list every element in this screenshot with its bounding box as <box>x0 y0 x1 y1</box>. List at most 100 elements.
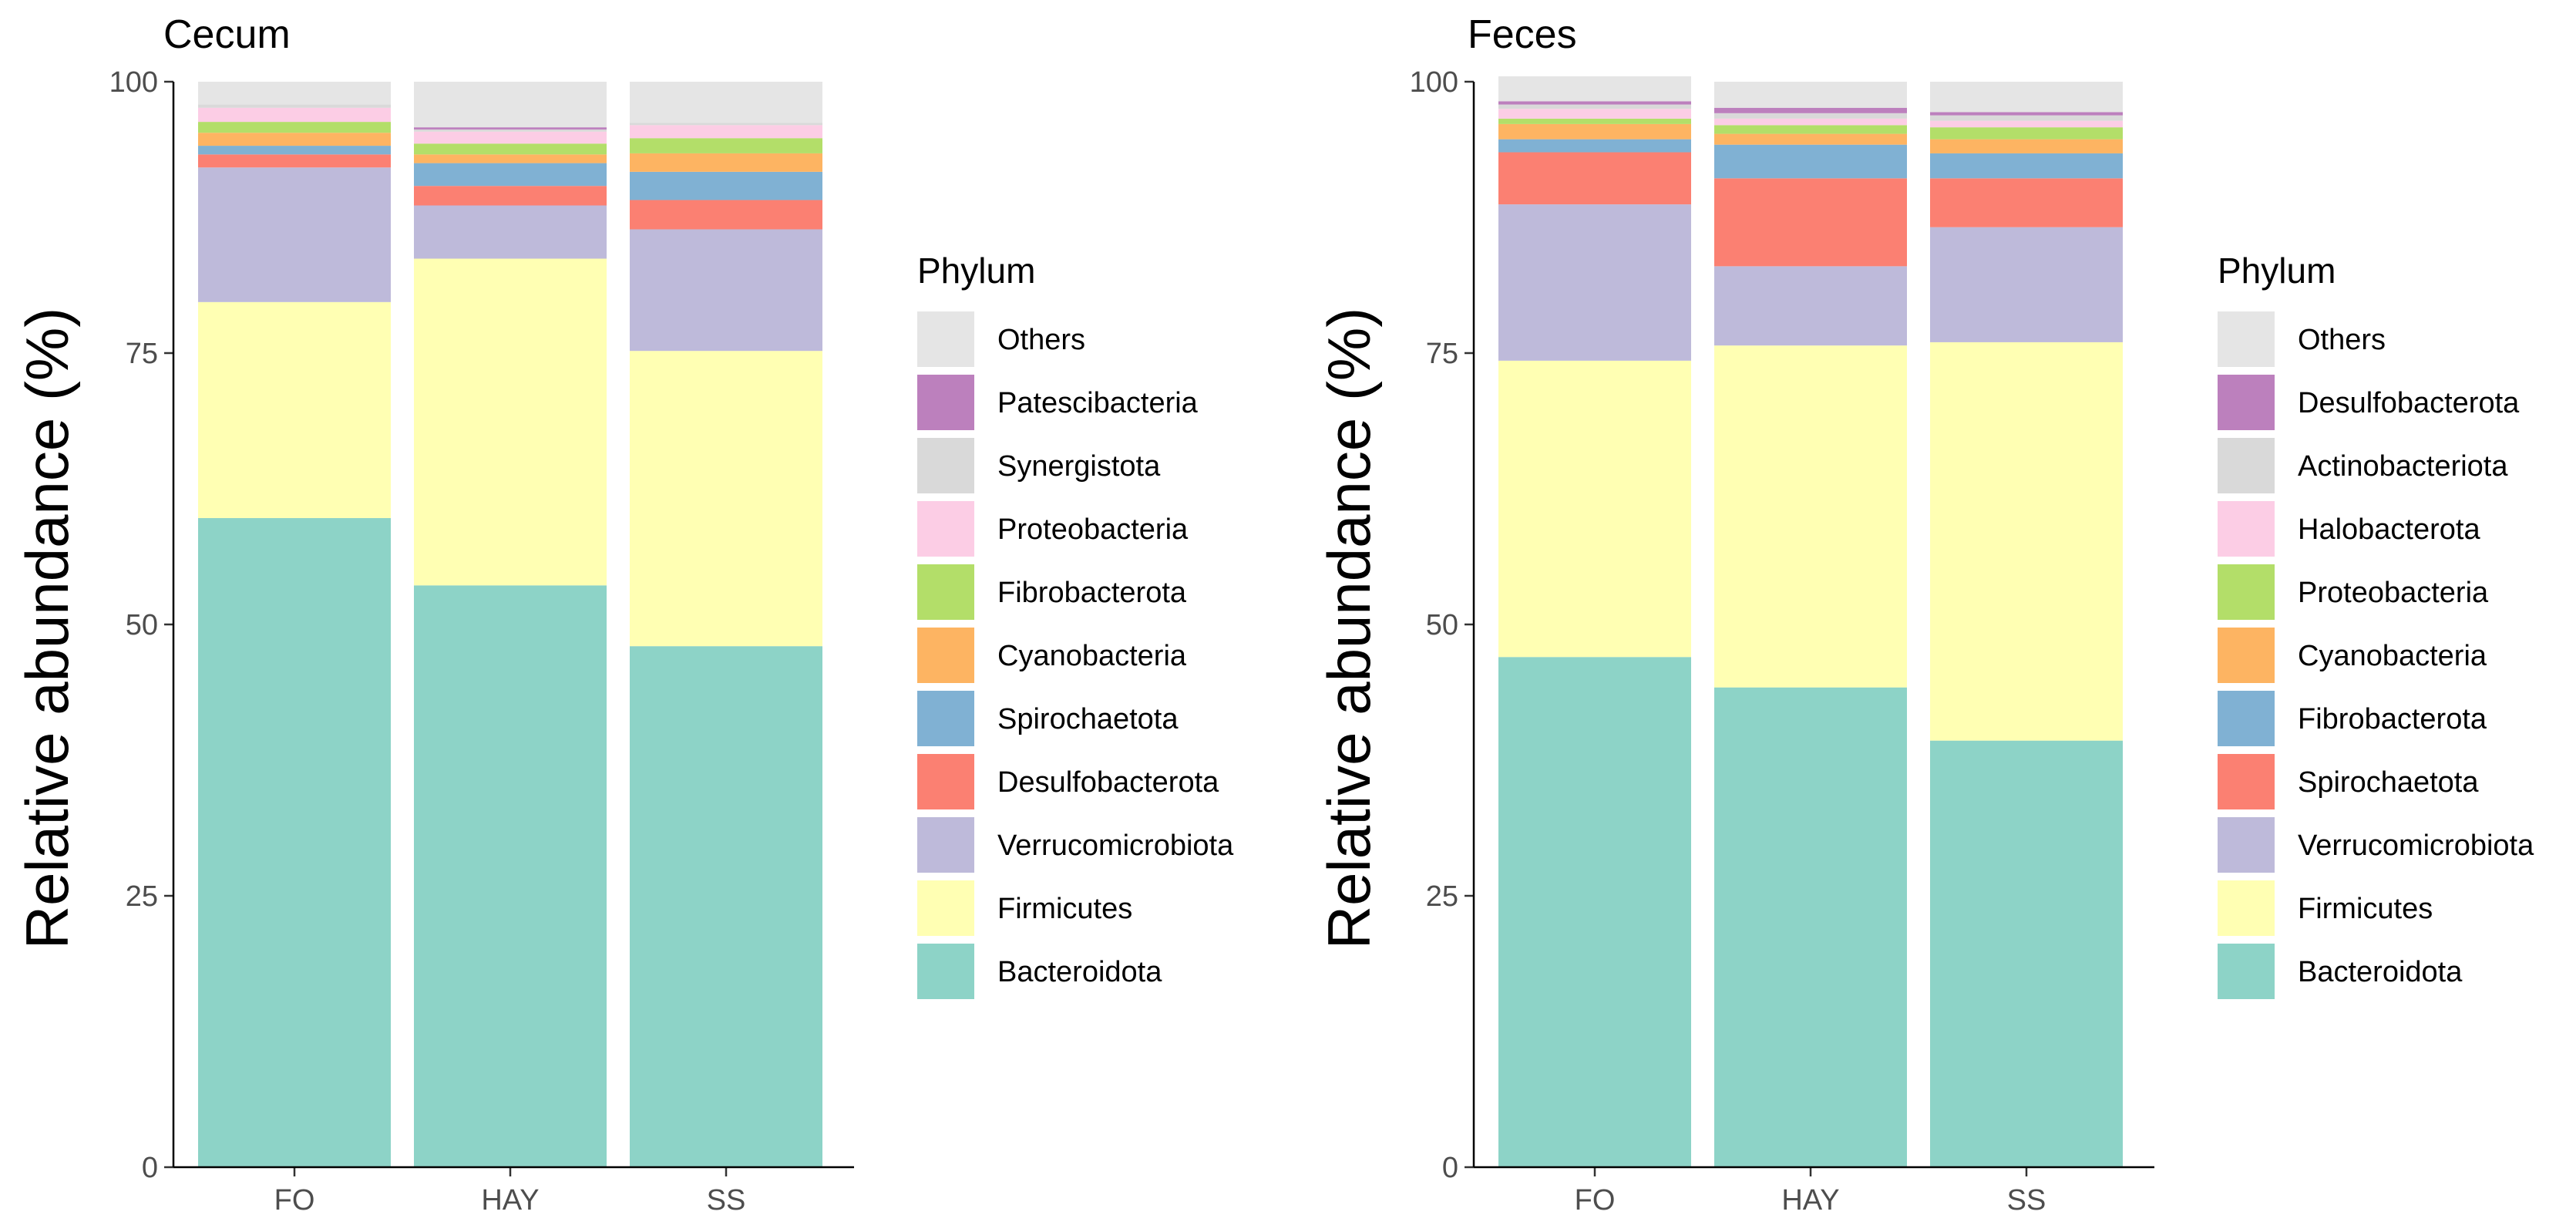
bar-segment-ss-actinobacteriota <box>1930 115 2123 121</box>
bar-segment-ss-verrucomicrobiota <box>1930 227 2123 342</box>
bar-segment-ss-firmicutes <box>1930 342 2123 741</box>
bar-segment-fo-cyanobacteria <box>1498 123 1691 140</box>
legend: Phylum Others Desulfobacterota Actinobacte… <box>2218 251 2534 999</box>
legend-label-patescibacteria: Patescibacteria <box>997 387 1199 419</box>
bar-segment-fo-halobacterota <box>1498 109 1691 119</box>
legend-swatch-desulfobacterota <box>2218 375 2275 430</box>
bar-segment-hay-fibrobacterota <box>1714 144 1907 179</box>
y-tick-label: 100 <box>109 66 158 99</box>
bar-segment-fo-bacteroidota <box>198 518 391 1167</box>
bar-segment-ss-desulfobacterota <box>1930 112 2123 116</box>
legend-swatch-verrucomicrobiota <box>2218 817 2275 873</box>
bar-segment-fo-bacteroidota <box>1498 657 1691 1167</box>
legend-title: Phylum <box>2218 251 2336 291</box>
bar-segment-hay-actinobacteriota <box>1714 113 1907 119</box>
legend-label-synergistota: Synergistota <box>997 450 1161 483</box>
x-tick-label-ss: SS <box>707 1184 746 1217</box>
legend-swatch-others <box>917 311 974 367</box>
bar-segment-fo-proteobacteria <box>198 107 391 123</box>
legend-label-proteobacteria: Proteobacteria <box>997 513 1189 546</box>
y-tick-label: 50 <box>126 609 158 641</box>
legend-label-desulfobacterota: Desulfobacterota <box>2298 387 2520 419</box>
legend-swatch-bacteroidota <box>917 944 974 999</box>
bar-segment-fo-actinobacteriota <box>1498 104 1691 109</box>
bar-segment-ss-cyanobacteria <box>630 153 822 172</box>
bar-segment-fo-proteobacteria <box>1498 118 1691 124</box>
legend-label-proteobacteria: Proteobacteria <box>2298 577 2489 609</box>
y-tick-label: 25 <box>1426 880 1458 913</box>
x-tick-label-ss: SS <box>2007 1184 2046 1217</box>
legend-label-verrucomicrobiota: Verrucomicrobiota <box>997 830 1234 862</box>
bar-segment-hay-fibrobacterota <box>414 143 607 155</box>
legend-swatch-cyanobacteria <box>917 628 974 683</box>
y-tick-label: 75 <box>1426 338 1458 370</box>
bar-segment-hay-patescibacteria <box>414 127 607 130</box>
bars-layer <box>198 82 822 1167</box>
y-tick-label: 0 <box>142 1152 158 1184</box>
legend-title: Phylum <box>917 251 1035 291</box>
bar-segment-hay-verrucomicrobiota <box>1714 266 1907 346</box>
legend-label-others: Others <box>2298 324 2386 356</box>
legend-label-others: Others <box>997 324 1085 356</box>
bar-segment-fo-cyanobacteria <box>198 133 391 146</box>
bar-segment-ss-proteobacteria <box>1930 127 2123 140</box>
y-tick-label: 25 <box>126 880 158 913</box>
bars-layer <box>1498 76 2123 1167</box>
legend-label-actinobacteriota: Actinobacteriota <box>2298 450 2508 483</box>
bar-segment-hay-others <box>1714 82 1907 108</box>
legend-swatch-firmicutes <box>917 880 974 936</box>
bar-segment-hay-desulfobacterota <box>1714 107 1907 113</box>
panel-title: Cecum <box>163 12 291 57</box>
cecum-panel: Cecum Relative abundance (%) 0255075100 … <box>13 12 1234 1217</box>
feces-panel: Feces Relative abundance (%) 0255075100 … <box>1315 12 2534 1217</box>
legend-swatch-proteobacteria <box>917 501 974 557</box>
legend-swatch-synergistota <box>917 438 974 493</box>
bar-segment-fo-desulfobacterota <box>198 154 391 168</box>
y-tick-label: 0 <box>1442 1152 1458 1184</box>
bar-segment-hay-proteobacteria <box>414 131 607 144</box>
bar-segment-hay-cyanobacteria <box>1714 133 1907 145</box>
legend-swatch-fibrobacterota <box>2218 691 2275 746</box>
y-axis-ticks: 0 25 50 75 100 <box>109 66 173 1184</box>
bar-segment-hay-others <box>414 82 607 128</box>
bar-segment-ss-fibrobacterota <box>630 138 822 153</box>
bar-segment-ss-halobacterota <box>1930 120 2123 128</box>
legend-label-fibrobacterota: Fibrobacterota <box>2298 703 2487 735</box>
legend: Phylum Others Patescibacteria Synergistota… <box>917 251 1234 999</box>
bar-segment-fo-fibrobacterota <box>1498 139 1691 153</box>
bar-segment-ss-cyanobacteria <box>1930 139 2123 153</box>
legend-swatch-patescibacteria <box>917 375 974 430</box>
bar-segment-hay-bacteroidota <box>414 585 607 1167</box>
x-tick-label-fo: FO <box>274 1184 315 1217</box>
legend-label-cyanobacteria: Cyanobacteria <box>997 640 1187 672</box>
legend-label-verrucomicrobiota: Verrucomicrobiota <box>2298 830 2534 862</box>
legend-swatch-spirochaetota <box>917 691 974 746</box>
legend-label-halobacterota: Halobacterota <box>2298 513 2480 546</box>
bar-segment-fo-firmicutes <box>1498 360 1691 658</box>
bar-segment-hay-firmicutes <box>1714 345 1907 688</box>
bar-segment-ss-synergistota <box>630 123 822 126</box>
bar-segment-fo-others <box>1498 76 1691 102</box>
legend-label-cyanobacteria: Cyanobacteria <box>2298 640 2487 672</box>
legend-label-bacteroidota: Bacteroidota <box>2298 956 2463 988</box>
legend-label-bacteroidota: Bacteroidota <box>997 956 1162 988</box>
legend-label-firmicutes: Firmicutes <box>997 893 1132 925</box>
bar-segment-hay-synergistota <box>414 129 607 132</box>
bar-segment-fo-spirochaetota <box>198 146 391 155</box>
bar-segment-hay-halobacterota <box>1714 118 1907 126</box>
legend-swatch-others <box>2218 311 2275 367</box>
legend-label-firmicutes: Firmicutes <box>2298 893 2433 925</box>
bar-segment-ss-desulfobacterota <box>630 200 822 230</box>
legend-swatch-bacteroidota <box>2218 944 2275 999</box>
bar-segment-hay-proteobacteria <box>1714 125 1907 134</box>
x-tick-label-fo: FO <box>1575 1184 1616 1217</box>
bar-segment-fo-verrucomicrobiota <box>198 167 391 302</box>
panel-title: Feces <box>1468 12 1577 57</box>
bar-segment-ss-fibrobacterota <box>1930 153 2123 179</box>
legend-items: Others Patescibacteria Synergistota Proteob… <box>917 311 1234 999</box>
bar-segment-hay-spirochaetota <box>1714 178 1907 267</box>
bar-segment-ss-others <box>630 82 822 123</box>
bar-segment-ss-bacteroidota <box>630 646 822 1167</box>
y-axis-ticks: 0 25 50 75 100 <box>1410 66 1474 1184</box>
y-tick-label: 100 <box>1410 66 1458 99</box>
